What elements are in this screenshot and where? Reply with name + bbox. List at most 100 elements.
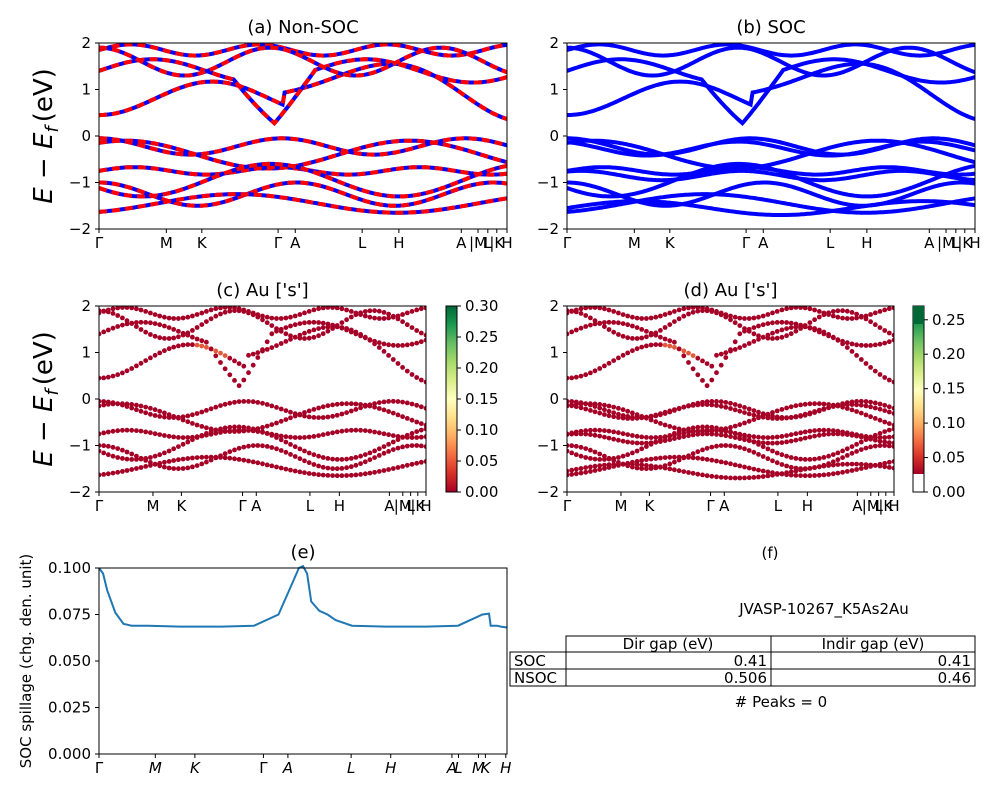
band-point	[567, 402, 570, 408]
band-point	[208, 316, 214, 322]
band-point	[882, 435, 888, 440]
band-point	[872, 416, 878, 421]
band-point	[423, 459, 426, 464]
band-point	[597, 451, 603, 457]
band-point	[204, 431, 209, 436]
band-point	[746, 411, 752, 417]
band-point	[376, 453, 382, 458]
band-point	[630, 461, 635, 467]
material-id: JVASP-10267_K5As2Au	[738, 600, 909, 619]
band-point	[690, 455, 696, 461]
band-point	[648, 435, 654, 440]
band-point	[339, 320, 345, 325]
band-point	[835, 450, 841, 456]
band-point	[302, 448, 307, 454]
band-point	[418, 427, 424, 433]
band-point	[742, 316, 747, 321]
band-point	[264, 444, 270, 449]
colorbar-tick-label: 0.25	[932, 311, 965, 329]
colorbar-tick-label: 0.20	[932, 345, 965, 363]
band-point	[718, 432, 724, 438]
band-point	[99, 398, 102, 404]
band-point	[681, 306, 687, 312]
band-point	[573, 374, 579, 380]
band-point	[325, 403, 331, 409]
band-point	[653, 439, 659, 445]
band-point	[760, 454, 766, 459]
band-point	[143, 358, 149, 363]
band-point	[793, 437, 799, 443]
band-point	[681, 454, 687, 460]
band-point	[143, 429, 149, 435]
band-point	[400, 414, 405, 420]
band-point	[152, 312, 158, 317]
band-point	[414, 429, 420, 434]
band-point	[606, 435, 612, 441]
band-point	[751, 315, 757, 321]
band-point	[686, 306, 691, 311]
band-point	[704, 473, 710, 479]
band-point	[418, 443, 424, 449]
band-point	[260, 313, 265, 319]
band-line-dashed	[99, 161, 507, 199]
band-point	[283, 315, 289, 321]
band-point	[742, 410, 747, 415]
band-point	[269, 433, 275, 438]
band-point	[176, 328, 181, 334]
band-point	[302, 435, 307, 440]
band-point	[676, 468, 682, 474]
bands-b	[567, 43, 975, 217]
band-point	[241, 444, 247, 450]
band-point	[606, 403, 612, 409]
band-point	[858, 402, 864, 408]
band-point	[760, 440, 766, 446]
band-point	[171, 344, 177, 350]
band-point	[400, 319, 405, 325]
band-point	[199, 322, 205, 327]
band-point	[718, 403, 724, 409]
band-point	[588, 469, 593, 474]
band-point	[714, 399, 719, 404]
band-point	[807, 410, 813, 416]
band-point	[812, 456, 817, 462]
band-point	[807, 325, 813, 331]
band-point	[190, 313, 195, 319]
band-point	[404, 400, 410, 406]
band-point	[681, 469, 687, 474]
band-point	[325, 306, 331, 310]
band-point	[788, 455, 794, 460]
band-point	[162, 464, 167, 470]
band-point	[395, 412, 401, 418]
band-point	[611, 358, 617, 363]
band-point	[99, 331, 102, 337]
band-point	[840, 448, 845, 454]
band-point	[190, 464, 195, 470]
x-tick-label: K	[197, 234, 208, 252]
band-point	[742, 464, 747, 470]
band-point	[639, 335, 645, 341]
band-point	[788, 331, 794, 337]
band-point	[630, 416, 635, 421]
y-tick-label: 2	[549, 34, 559, 52]
band-point	[157, 408, 163, 414]
band-point	[180, 441, 186, 447]
band-point	[162, 459, 167, 465]
band-point	[185, 314, 191, 320]
band-point	[166, 336, 172, 341]
band-point	[765, 446, 771, 452]
band-point	[578, 373, 584, 379]
band-point	[185, 439, 191, 445]
band-point	[644, 444, 649, 449]
y-tick-label: 0	[549, 390, 559, 408]
band-point	[414, 460, 420, 466]
band-point	[222, 353, 228, 358]
band-point	[99, 308, 102, 313]
band-point	[148, 430, 153, 436]
band-point	[344, 410, 349, 415]
band-point	[573, 443, 579, 449]
band-point	[194, 336, 200, 342]
band-point	[292, 322, 298, 328]
band-point	[700, 358, 705, 364]
band-point	[872, 437, 878, 443]
band-point	[807, 473, 813, 479]
